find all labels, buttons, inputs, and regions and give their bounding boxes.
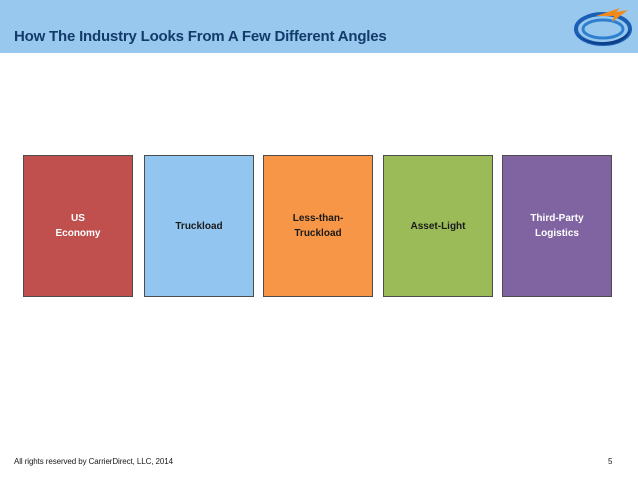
box-label: Third-Party Logistics [530, 213, 584, 239]
page-number: 5 [608, 457, 613, 466]
box-label: Asset-Light [410, 220, 466, 232]
truckload-box[interactable]: Truckload [144, 155, 254, 297]
box-label: Truckload [175, 220, 223, 232]
box-label: US Economy [55, 213, 101, 239]
us-economy-box[interactable]: US Economy [23, 155, 133, 297]
less-than-truckload-box[interactable]: Less-than- Truckload [263, 155, 373, 297]
slide-header: How The Industry Looks From A Few Differ… [0, 0, 638, 53]
footer-copyright: All rights reserved by CarrierDirect, LL… [14, 457, 173, 466]
category-boxes: US Economy Truckload Less-than- Truckloa… [23, 155, 615, 299]
box-label: Less-than- Truckload [292, 213, 344, 239]
swoosh-logo-icon [574, 8, 632, 46]
slide-title: How The Industry Looks From A Few Differ… [14, 28, 387, 45]
third-party-logistics-box[interactable]: Third-Party Logistics [502, 155, 612, 297]
asset-light-box[interactable]: Asset-Light [383, 155, 493, 297]
